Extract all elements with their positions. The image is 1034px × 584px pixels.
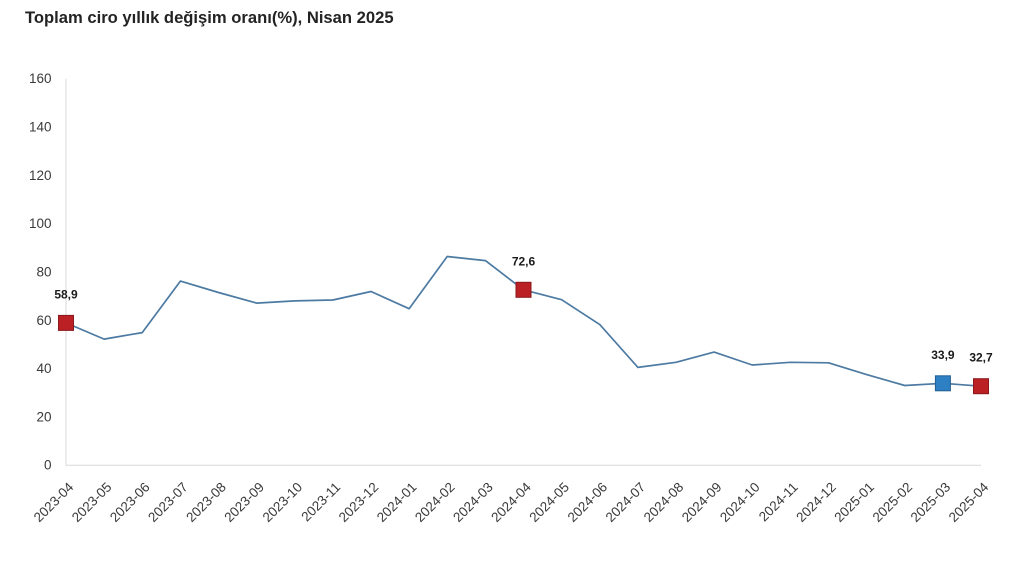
svg-text:2025-02: 2025-02 [870, 479, 916, 525]
svg-text:2023-05: 2023-05 [69, 479, 115, 525]
svg-text:100: 100 [29, 216, 52, 231]
svg-text:2024-07: 2024-07 [603, 479, 649, 525]
svg-text:2023-08: 2023-08 [183, 479, 229, 525]
svg-text:2023-04: 2023-04 [31, 479, 77, 525]
svg-text:0: 0 [44, 458, 52, 473]
svg-text:58,9: 58,9 [54, 287, 78, 301]
svg-text:2024-03: 2024-03 [450, 479, 496, 525]
svg-text:2024-08: 2024-08 [641, 479, 687, 525]
svg-text:160: 160 [29, 71, 52, 86]
svg-text:2024-02: 2024-02 [412, 479, 458, 525]
svg-text:2023-09: 2023-09 [221, 479, 267, 525]
svg-text:60: 60 [36, 313, 51, 328]
svg-text:40: 40 [36, 361, 51, 376]
svg-text:2023-10: 2023-10 [260, 479, 306, 525]
svg-text:Toplam ciro yıllık değişim ora: Toplam ciro yıllık değişim oranı(%), Nis… [25, 8, 394, 27]
svg-text:2025-04: 2025-04 [946, 479, 992, 525]
svg-text:32,7: 32,7 [969, 351, 993, 365]
svg-text:2024-04: 2024-04 [488, 479, 534, 525]
svg-text:80: 80 [36, 264, 51, 279]
svg-text:2025-03: 2025-03 [908, 479, 954, 525]
svg-text:2023-11: 2023-11 [298, 479, 343, 524]
svg-text:2023-07: 2023-07 [145, 479, 191, 525]
svg-text:72,6: 72,6 [512, 254, 536, 268]
svg-text:2024-01: 2024-01 [374, 479, 420, 525]
svg-text:2023-06: 2023-06 [107, 479, 153, 525]
svg-text:140: 140 [29, 120, 52, 135]
svg-text:2024-05: 2024-05 [526, 479, 572, 525]
svg-text:2024-12: 2024-12 [793, 479, 839, 525]
svg-text:33,9: 33,9 [931, 348, 955, 362]
svg-text:2023-12: 2023-12 [336, 479, 382, 525]
svg-text:2025-01: 2025-01 [831, 479, 877, 525]
svg-text:2024-06: 2024-06 [565, 479, 611, 525]
svg-text:20: 20 [36, 409, 51, 424]
svg-text:2024-11: 2024-11 [756, 479, 801, 524]
svg-text:2024-09: 2024-09 [679, 479, 725, 525]
svg-text:2024-10: 2024-10 [717, 479, 763, 525]
svg-text:120: 120 [29, 168, 52, 183]
